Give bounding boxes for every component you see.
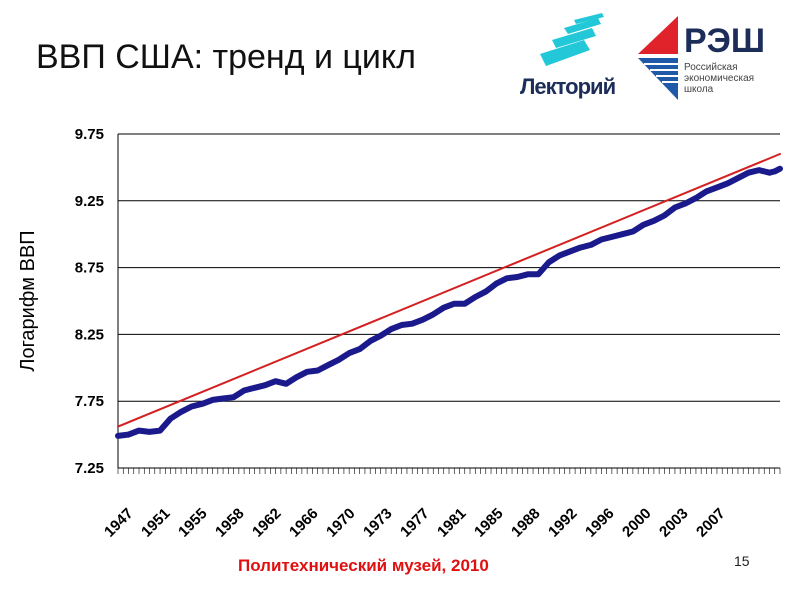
gdp-actual-line	[115, 165, 783, 439]
lektoriy-emblem-icon	[540, 13, 604, 66]
x-tick-label: 1962	[249, 505, 285, 541]
nes-name-line: Российская	[684, 62, 738, 73]
x-tick-label: 2000	[619, 505, 655, 541]
x-tick-label: 1988	[508, 505, 544, 541]
x-tick-label: 1947	[101, 505, 137, 541]
nes-emblem-icon	[638, 16, 678, 100]
x-tick-label: 1981	[434, 505, 470, 541]
x-tick-label: 1992	[545, 505, 581, 541]
y-tick-label: 9.75	[75, 126, 104, 143]
x-tick-label: 1996	[582, 505, 618, 541]
x-tick-label: 1966	[286, 505, 322, 541]
y-tick-label: 9.25	[75, 193, 104, 210]
y-tick-label: 7.25	[75, 460, 104, 477]
gdp-trend-line	[117, 153, 781, 428]
nes-name-line: экономическая	[684, 73, 755, 84]
y-tick-label: 8.25	[75, 326, 104, 343]
x-tick-label: 2003	[656, 505, 692, 541]
y-tick-label: 7.75	[75, 393, 104, 410]
x-tick-label: 1973	[360, 505, 396, 541]
nes-abbreviation: РЭШ	[684, 22, 766, 60]
x-tick-label: 1970	[323, 505, 359, 541]
y-tick-label: 8.75	[75, 260, 104, 277]
y-axis-label: Логарифм ВВП	[17, 230, 39, 371]
x-tick-label: 1951	[138, 505, 174, 541]
page-number: 15	[734, 553, 750, 569]
gdp-chart: 7.25 7.75 8.25 8.75 9.25 9.75 1947 1951 1955 1958…	[17, 126, 783, 541]
x-tick-label: 1958	[212, 505, 248, 541]
nes-name-line: школа	[684, 84, 714, 95]
footer-text: Политехнический музей, 2010	[238, 556, 489, 575]
x-tick-label: 1977	[397, 505, 433, 541]
lektoriy-wordmark: Лекторий	[520, 74, 616, 99]
x-tick-label: 1955	[175, 505, 211, 541]
x-tick-label: 1985	[471, 505, 507, 541]
nes-full-name: Российская экономическая школа	[684, 62, 784, 95]
nes-logo: РЭШ Российская экономическая школа	[636, 14, 796, 104]
lektoriy-logo: Лекторий	[512, 10, 632, 100]
x-tick-label: 2007	[693, 505, 729, 541]
slide-title: ВВП США: тренд и цикл	[36, 38, 416, 76]
